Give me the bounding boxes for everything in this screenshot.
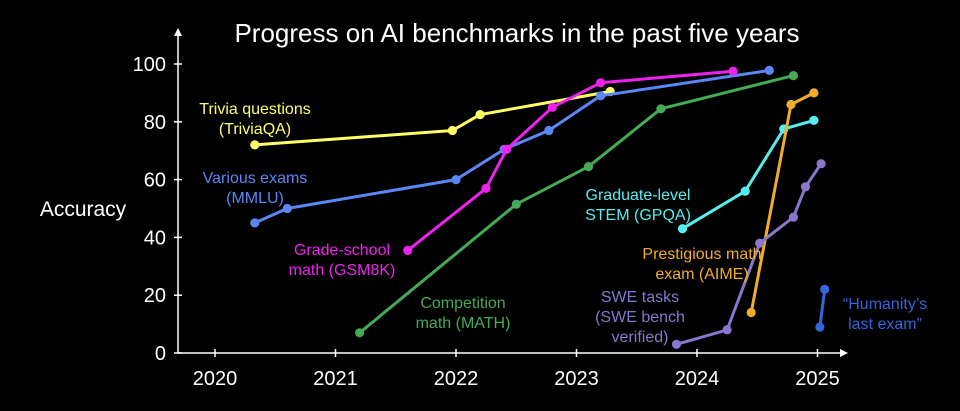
data-point: [481, 183, 491, 193]
y-tick-label: 40: [144, 227, 166, 249]
data-point: [596, 91, 606, 101]
data-point: [809, 88, 819, 98]
series-label: Various exams (MMLU): [203, 170, 308, 207]
data-point: [447, 125, 457, 136]
series-label: Competition math (MATH): [416, 295, 511, 332]
data-point: [728, 66, 738, 76]
series-labels: Trivia questions (TriviaQA) Various exams (…: [199, 101, 927, 346]
series-line: [253, 90, 612, 147]
series-label: Prestigious math exam (AIME): [642, 246, 761, 283]
data-point: [671, 339, 682, 349]
series-label-line: “Humanity’s: [843, 296, 927, 313]
series-line: [675, 162, 823, 346]
series: [746, 88, 819, 318]
series-label-line: math (GSM8K): [289, 262, 396, 279]
data-point: [815, 322, 825, 332]
axes: 0 20 40 60 80 100 2020 2021 2022 2023 2024 2025: [133, 28, 848, 390]
data-point: [475, 110, 485, 120]
series-label-line: verified): [612, 329, 669, 346]
y-axis-arrow: [174, 28, 182, 36]
data-point: [403, 245, 413, 255]
data-point: [820, 284, 830, 294]
series-label-line: (TriviaQA): [219, 121, 291, 138]
series-label: Graduate-level STEM (GPQA): [585, 187, 691, 224]
x-axis-arrow: [840, 349, 848, 357]
data-point: [282, 203, 292, 214]
series: [671, 159, 826, 349]
y-tick-label: 0: [155, 343, 166, 365]
series: [403, 66, 738, 255]
data-point: [583, 162, 594, 172]
series-label-line: Graduate-level: [586, 187, 691, 204]
data-point: [746, 307, 756, 318]
data-point: [809, 115, 819, 125]
series-label-line: exam (AIME): [655, 266, 748, 283]
x-tick-label: 2023: [554, 368, 599, 390]
x-tick-label: 2025: [795, 368, 840, 390]
y-tick-label: 60: [144, 170, 166, 192]
x-tick-label: 2022: [434, 368, 479, 390]
data-point: [250, 140, 260, 150]
data-point: [740, 186, 750, 196]
series-label-line: Various exams: [203, 170, 308, 187]
data-point: [677, 224, 688, 234]
series-line: [818, 287, 827, 329]
series-label-line: (MMLU): [226, 190, 284, 207]
x-tick-label: 2024: [675, 368, 720, 390]
series: [250, 86, 615, 150]
data-point: [355, 328, 365, 338]
y-axis-title: Accuracy: [40, 198, 127, 221]
y-tick-label: 80: [144, 112, 166, 134]
data-point: [816, 159, 826, 169]
series-label-line: math (MATH): [416, 315, 511, 332]
series-label: Grade-school math (GSM8K): [289, 242, 396, 279]
data-point: [800, 182, 811, 192]
series-label-line: Grade-school: [294, 242, 390, 259]
data-point: [502, 144, 512, 154]
data-point: [451, 175, 461, 185]
data-point: [544, 125, 554, 136]
data-point: [656, 104, 666, 114]
series: [815, 284, 830, 332]
series-label-line: SWE tasks: [601, 289, 679, 306]
series: [355, 71, 799, 338]
series-line: [253, 68, 771, 225]
data-point: [250, 218, 260, 228]
series-label-line: STEM (GPQA): [585, 207, 691, 224]
series-label: SWE tasks (SWE bench verified): [595, 289, 685, 346]
y-tick-label: 100: [133, 54, 166, 76]
x-tick-label: 2020: [193, 368, 238, 390]
data-point: [511, 199, 521, 209]
series-label-line: Prestigious math: [642, 246, 761, 263]
series-label: Trivia questions (TriviaQA): [199, 101, 310, 138]
data-point: [722, 325, 732, 335]
data-point: [755, 238, 765, 248]
data-point: [596, 78, 606, 88]
data-point: [786, 99, 796, 110]
series-label-line: last exam”: [848, 316, 922, 333]
series-label-line: Trivia questions: [199, 101, 310, 118]
x-tick-label: 2021: [313, 368, 358, 390]
series-label-line: Competition: [420, 295, 505, 312]
series-line: [406, 69, 735, 252]
series-label: “Humanity’s last exam”: [843, 296, 927, 333]
series-label-line: (SWE bench: [595, 309, 685, 326]
data-point: [764, 65, 774, 75]
y-tick-label: 20: [144, 285, 166, 307]
data-point: [547, 102, 558, 112]
series-line: [681, 118, 816, 231]
series-layer: [250, 65, 830, 349]
data-point: [788, 212, 799, 222]
chart-title: Progress on AI benchmarks in the past fi…: [234, 18, 799, 48]
data-point: [788, 71, 799, 81]
